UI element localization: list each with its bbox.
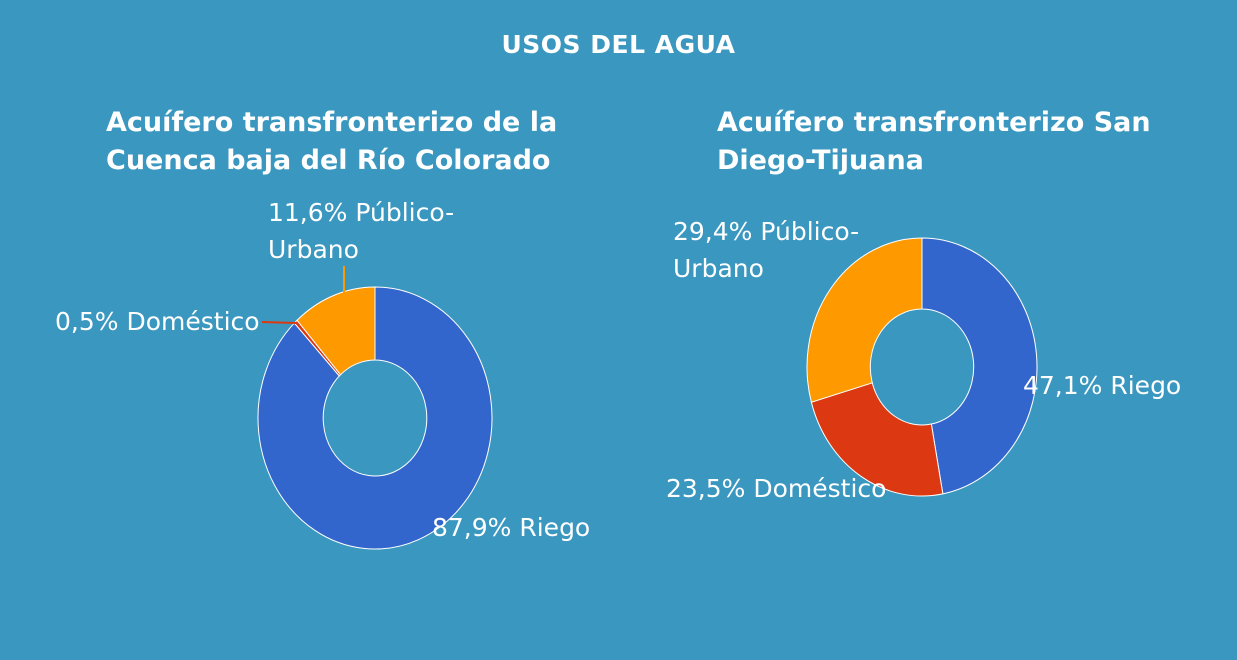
slice-riego-tijuana <box>921 237 1038 495</box>
slice-label-riego-colorado: 87,9% Riego <box>432 513 590 542</box>
slice-label-p-blico-urbano-tijuana: 29,4% Público- <box>673 217 859 246</box>
chart-title-colorado: Acuífero transfronterizo de la Cuenca ba… <box>106 107 558 176</box>
slice-dom-stico-tijuana <box>810 382 944 497</box>
slice-p-blico-urbano-colorado <box>296 286 376 376</box>
slice-p-blico-urbano-tijuana <box>806 237 923 403</box>
chart-title-tijuana: Acuífero transfronterizo San Diego-Tijua… <box>717 107 1151 176</box>
page-title: USOS DEL AGUA <box>501 30 736 59</box>
slice-riego-colorado <box>257 286 493 550</box>
slice-label-p-blico-urbano-colorado: Urbano <box>268 235 359 264</box>
slice-label-p-blico-urbano-tijuana: Urbano <box>673 254 764 283</box>
slice-label-dom-stico-colorado: 0,5% Doméstico <box>55 307 260 336</box>
donut-chart-colorado: 87,9% Riego 0,5% Doméstico 11,6% Público- U… <box>55 198 590 550</box>
slice-label-dom-stico-tijuana: 23,5% Doméstico <box>666 474 886 503</box>
leader-line-dom-stico-colorado <box>261 321 297 324</box>
slice-label-riego-tijuana: 47,1% Riego <box>1023 371 1181 400</box>
donut-chart-tijuana: 47,1% Riego 23,5% Doméstico 29,4% Público-… <box>666 217 1181 503</box>
slice-label-p-blico-urbano-colorado: 11,6% Público- <box>268 198 454 227</box>
